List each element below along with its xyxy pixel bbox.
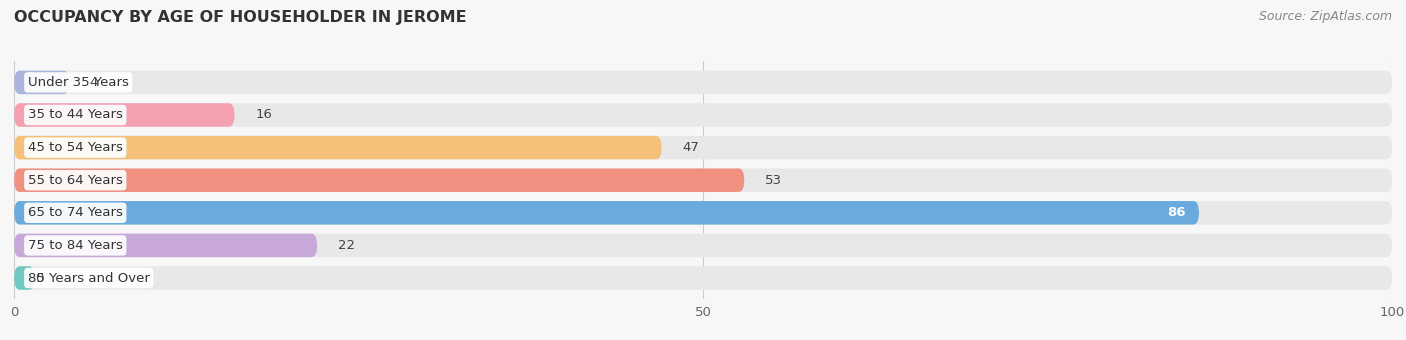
Text: 35 to 44 Years: 35 to 44 Years xyxy=(28,108,122,121)
Text: 53: 53 xyxy=(765,174,782,187)
FancyBboxPatch shape xyxy=(14,103,235,127)
Text: Source: ZipAtlas.com: Source: ZipAtlas.com xyxy=(1258,10,1392,23)
FancyBboxPatch shape xyxy=(14,136,1392,159)
FancyBboxPatch shape xyxy=(14,201,1199,224)
Text: 55 to 64 Years: 55 to 64 Years xyxy=(28,174,122,187)
FancyBboxPatch shape xyxy=(14,201,1392,224)
Text: 85 Years and Over: 85 Years and Over xyxy=(28,272,149,285)
Text: 45 to 54 Years: 45 to 54 Years xyxy=(28,141,122,154)
Text: 86: 86 xyxy=(1167,206,1185,219)
Text: 75 to 84 Years: 75 to 84 Years xyxy=(28,239,122,252)
Text: 16: 16 xyxy=(256,108,273,121)
FancyBboxPatch shape xyxy=(14,71,1392,94)
FancyBboxPatch shape xyxy=(14,168,744,192)
Text: 22: 22 xyxy=(337,239,354,252)
FancyBboxPatch shape xyxy=(14,103,1392,127)
FancyBboxPatch shape xyxy=(14,266,35,290)
Text: Under 35 Years: Under 35 Years xyxy=(28,76,129,89)
Text: 4: 4 xyxy=(90,76,98,89)
FancyBboxPatch shape xyxy=(14,234,318,257)
FancyBboxPatch shape xyxy=(14,266,1392,290)
FancyBboxPatch shape xyxy=(14,234,1392,257)
FancyBboxPatch shape xyxy=(14,71,69,94)
Text: OCCUPANCY BY AGE OF HOUSEHOLDER IN JEROME: OCCUPANCY BY AGE OF HOUSEHOLDER IN JEROM… xyxy=(14,10,467,25)
FancyBboxPatch shape xyxy=(14,168,1392,192)
Text: 0: 0 xyxy=(35,272,44,285)
Text: 47: 47 xyxy=(682,141,699,154)
Text: 65 to 74 Years: 65 to 74 Years xyxy=(28,206,122,219)
FancyBboxPatch shape xyxy=(14,136,662,159)
